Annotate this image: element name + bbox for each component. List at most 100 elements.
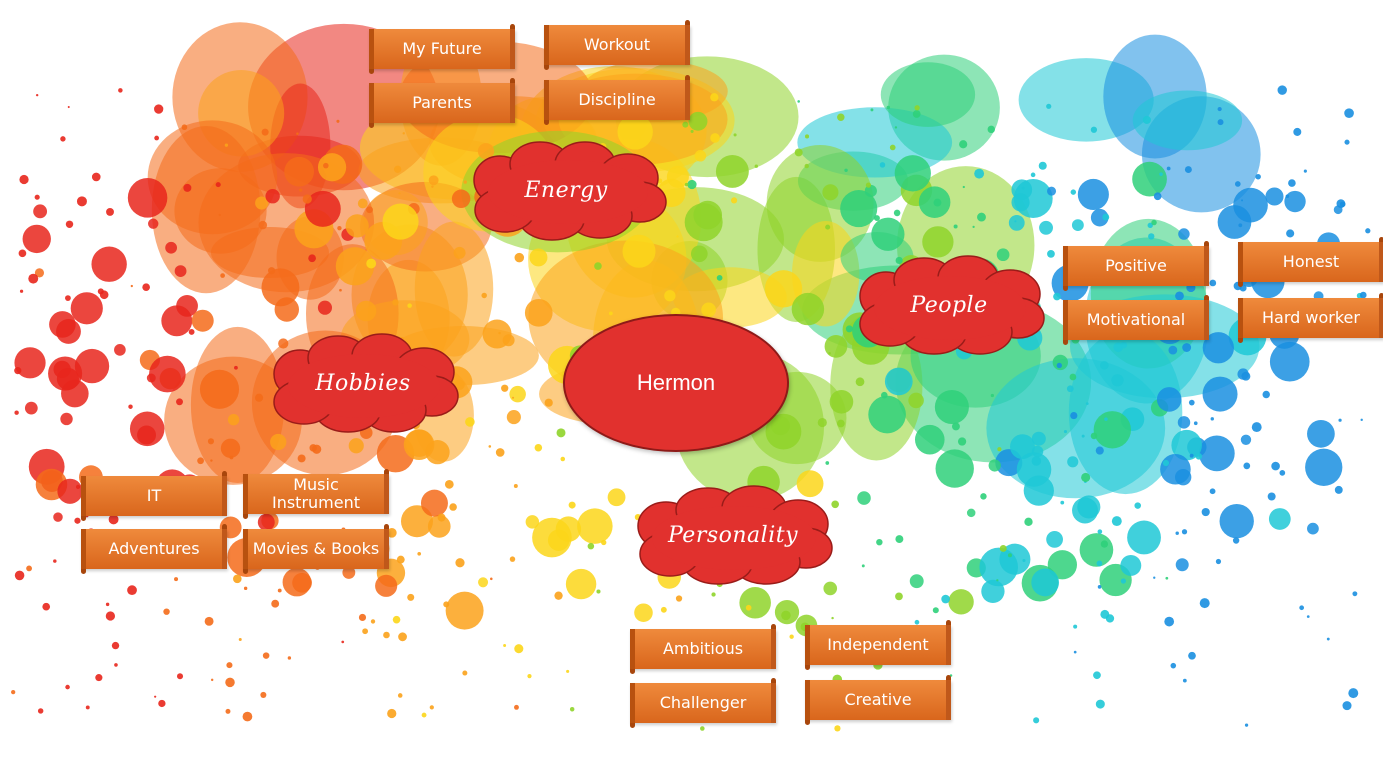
splash-speck <box>463 180 467 184</box>
item-scroll[interactable]: Hard worker <box>1238 293 1383 343</box>
branch-cloud-hobbies[interactable]: Hobbies <box>264 332 462 434</box>
splash-speck <box>1153 576 1156 579</box>
splash-drop <box>149 355 186 393</box>
splash-speck <box>1288 179 1296 187</box>
splash-speck <box>210 459 213 462</box>
splash-drop <box>165 241 178 254</box>
splash-speck <box>1303 169 1307 173</box>
item-label: Music Instrument <box>271 475 361 512</box>
splash-speck <box>873 215 880 222</box>
splash-drop <box>1171 429 1202 461</box>
splash-speck <box>1142 115 1151 124</box>
branch-cloud-energy[interactable]: Energy <box>460 140 672 241</box>
splash-speck <box>336 119 340 123</box>
splash-drop <box>565 568 597 600</box>
splash-speck <box>1100 361 1109 370</box>
splash-speck <box>837 419 845 428</box>
splash-speck <box>711 592 716 597</box>
splash-speck <box>503 644 507 647</box>
splash-speck <box>789 634 794 639</box>
splash-speck <box>498 331 501 335</box>
splash-speck <box>207 438 215 445</box>
splash-speck <box>1262 390 1270 399</box>
splash-drop <box>948 589 974 615</box>
splash-speck <box>754 164 758 168</box>
item-scroll[interactable]: My Future <box>369 24 515 74</box>
item-scroll[interactable]: Honest <box>1238 237 1383 287</box>
splash-speck <box>296 132 299 135</box>
splash-speck <box>608 311 613 316</box>
item-scroll[interactable]: IT <box>81 471 227 521</box>
item-scroll[interactable]: Discipline <box>544 75 690 125</box>
splash-drop <box>1039 220 1053 235</box>
item-scroll[interactable]: Movies & Books <box>243 524 389 574</box>
splash-drop <box>1031 568 1060 597</box>
splash-speck <box>509 556 516 562</box>
splash-drop <box>451 189 471 209</box>
item-scroll[interactable]: Workout <box>544 20 690 70</box>
splash-speck <box>495 448 505 457</box>
branch-label-energy: Energy <box>524 177 608 203</box>
splash-speck <box>287 656 292 660</box>
splash-speck <box>215 182 221 188</box>
splash-speck <box>407 303 412 308</box>
splash-speck <box>262 652 270 659</box>
splash-speck <box>1365 228 1371 234</box>
splash-speck <box>366 258 377 269</box>
splash-drop <box>1047 550 1077 580</box>
splash-speck <box>229 455 234 460</box>
splash-drop <box>796 470 824 498</box>
splash-speck <box>501 384 509 392</box>
splash-speck <box>1286 229 1295 238</box>
splash-drop <box>255 196 269 210</box>
splash-speck <box>74 517 81 524</box>
splash-speck <box>176 673 184 680</box>
splash-speck <box>1326 637 1330 641</box>
splash-drop <box>529 248 548 267</box>
splash-drop <box>53 512 63 522</box>
splash-speck <box>990 393 994 398</box>
splash-drop <box>304 190 341 227</box>
item-scroll[interactable]: Challenger <box>630 678 776 728</box>
splash-speck <box>1164 616 1175 627</box>
item-scroll[interactable]: Adventures <box>81 524 227 574</box>
splash-speck <box>1244 723 1249 727</box>
splash-drop <box>1077 178 1109 211</box>
splash-speck <box>1038 161 1047 170</box>
splash-speck <box>1166 166 1171 171</box>
splash-drop <box>694 150 707 162</box>
splash-drop <box>57 478 83 504</box>
item-scroll[interactable]: Ambitious <box>630 624 776 674</box>
splash-drop <box>715 155 749 188</box>
splash-speck <box>1175 531 1179 535</box>
splash-speck <box>362 628 369 635</box>
branch-cloud-personality[interactable]: Personality <box>628 484 838 586</box>
splash-speck <box>1348 688 1359 699</box>
splash-speck <box>35 93 39 97</box>
item-scroll[interactable]: Music Instrument <box>243 469 389 519</box>
splash-speck <box>158 699 166 708</box>
splash-drop <box>199 369 240 409</box>
splash-speck <box>1073 624 1078 629</box>
splash-speck <box>297 454 306 463</box>
splash-drop <box>477 143 495 160</box>
item-scroll[interactable]: Positive <box>1063 241 1209 291</box>
splash-speck <box>876 538 883 546</box>
splash-drop <box>817 417 827 428</box>
splash-speck <box>28 273 39 284</box>
branch-cloud-people[interactable]: People <box>850 254 1048 356</box>
item-scroll[interactable]: Parents <box>369 78 515 128</box>
splash-speck <box>1111 516 1122 527</box>
item-scroll[interactable]: Motivational <box>1063 295 1209 345</box>
splash-drop <box>502 334 515 347</box>
splash-drop <box>1175 558 1189 572</box>
splash-drop <box>1178 228 1190 240</box>
splash-speck <box>914 619 920 625</box>
splash-speck <box>465 417 475 427</box>
center-node[interactable]: Hermon <box>563 314 789 452</box>
item-scroll[interactable]: Creative <box>805 675 951 725</box>
splash-drop <box>227 414 240 426</box>
item-scroll[interactable]: Independent <box>805 620 951 670</box>
splash-drop <box>1284 190 1306 213</box>
splash-speck <box>1096 560 1103 567</box>
